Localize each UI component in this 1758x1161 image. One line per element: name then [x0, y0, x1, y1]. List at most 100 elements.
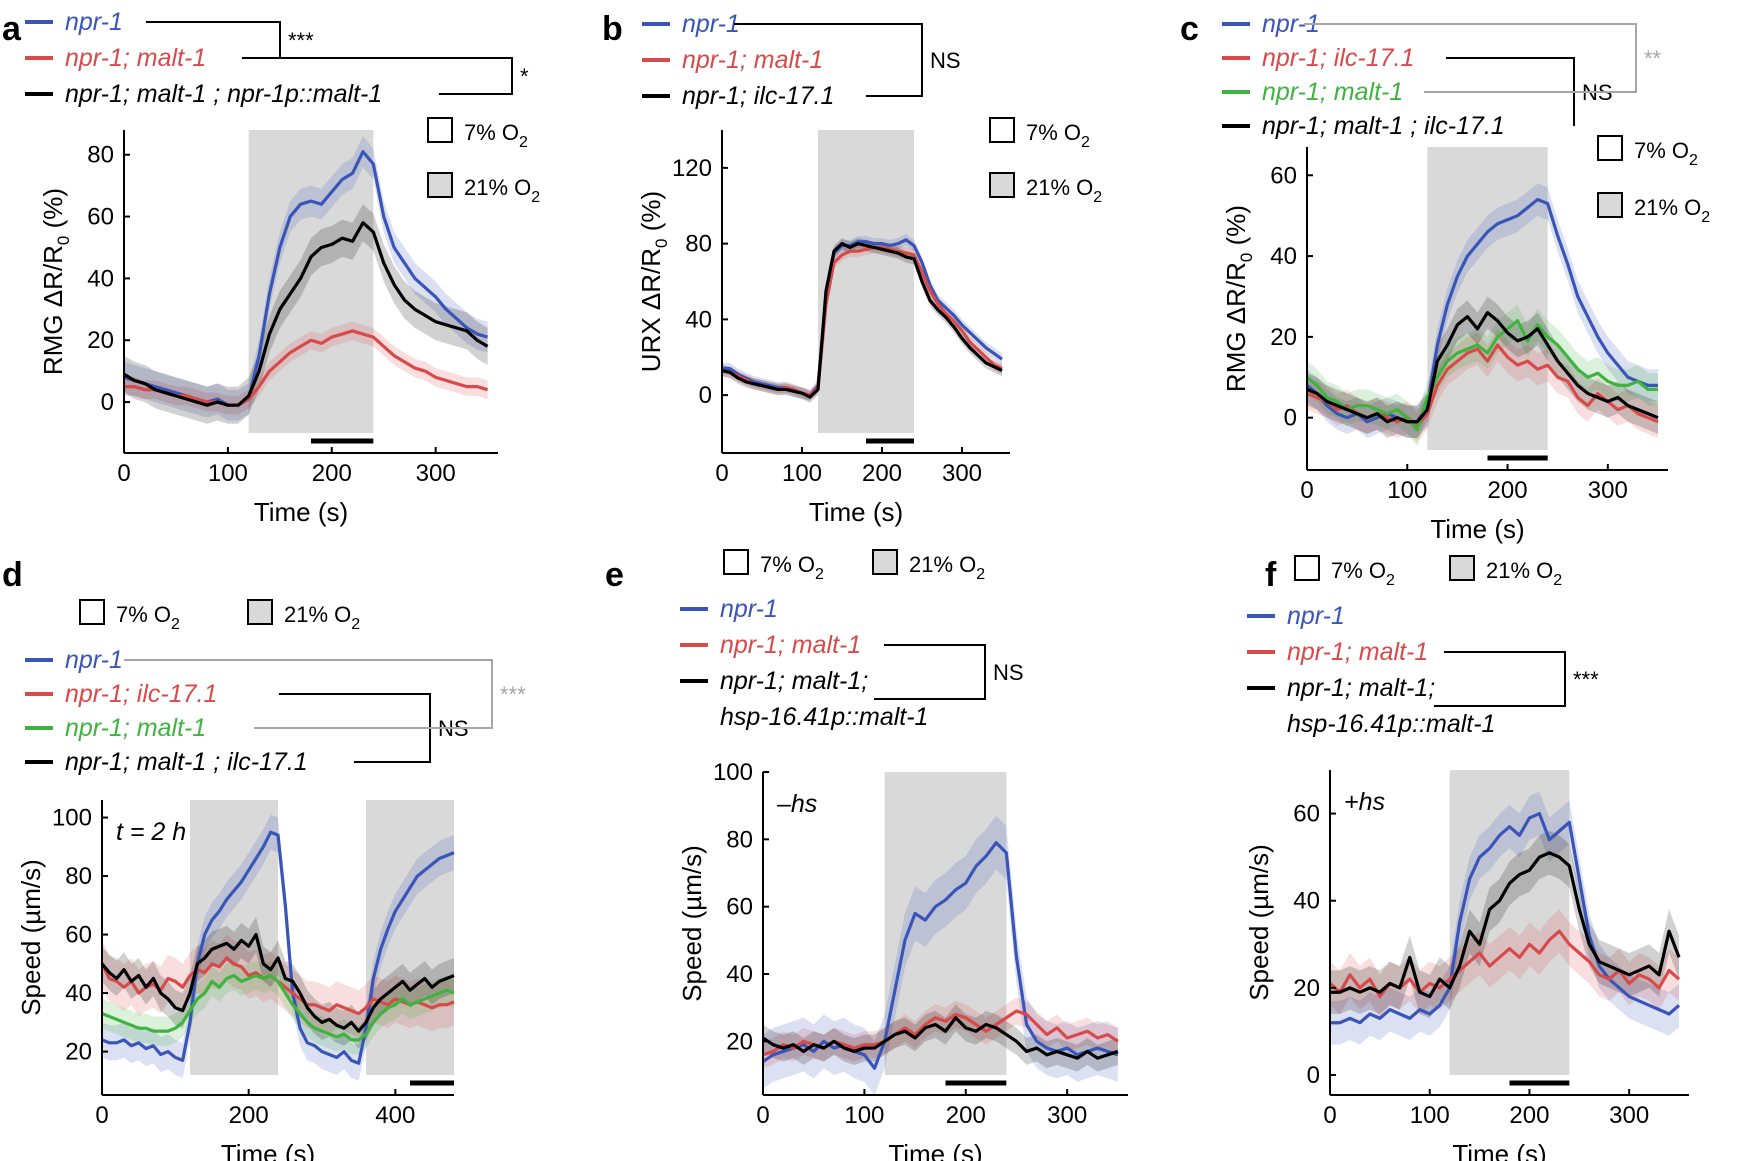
x-tick-label: 300 [1047, 1102, 1087, 1129]
oxygen-21-window [1427, 147, 1548, 450]
significance-label: NS [930, 48, 961, 73]
legend-box-7 [989, 117, 1015, 143]
series-line-e-2 [762, 1016, 1119, 1060]
x-axis-label: Time (s) [888, 1139, 982, 1161]
y-tick-label: 60 [87, 204, 114, 231]
stat-bracket-c-1: ** [1304, 23, 1662, 93]
error-band-d-3 [102, 917, 454, 1049]
error-band-e-0 [763, 815, 1118, 1096]
legend-label-2: npr-1; ilc-17.1 [682, 82, 834, 110]
stat-bracket-e-0: NS [874, 644, 1024, 700]
error-band-e-2 [763, 1004, 1118, 1072]
y-tick-label: 20 [1293, 975, 1320, 1002]
x-tick-label: 0 [95, 1102, 108, 1129]
panel-b: b 0 100 200 300 0 40 80 120 Time (s) URX ΔR/R0 (%)… [602, 10, 1102, 527]
y-tick-label: 20 [87, 327, 114, 354]
legend-box-7 [723, 549, 749, 575]
y-tick-label: 100 [52, 805, 92, 832]
y-axis-label: Speed (µm/s) [677, 845, 707, 1002]
significance-label: * [520, 64, 529, 89]
y-tick-label: 100 [713, 759, 753, 786]
y-tick-label: 40 [685, 306, 712, 333]
x-tick-label: 100 [844, 1102, 884, 1129]
legend-label-1: npr-1; malt-1 [65, 44, 206, 72]
legend-box-7 [1597, 135, 1623, 161]
x-tick-label: 0 [1323, 1102, 1336, 1129]
y-tick-label: 0 [1284, 405, 1297, 432]
y-tick-label: 60 [1293, 801, 1320, 828]
significance-label: *** [288, 28, 314, 53]
series-line-d-0 [101, 830, 455, 1065]
panel-letter-c: c [1180, 10, 1199, 48]
x-tick-label: 200 [1509, 1102, 1549, 1129]
legend-label-2-cont: hsp-16.41p::malt-1 [720, 703, 928, 731]
legend-label-0: npr-1 [682, 10, 740, 38]
x-tick-label: 100 [782, 460, 822, 487]
y-axis-label: Speed (µm/s) [16, 859, 46, 1016]
legend-label-3: npr-1; malt-1 ; ilc-17.1 [65, 748, 308, 776]
stat-bracket-a-1: * [242, 57, 529, 95]
error-band-f-2 [1330, 831, 1680, 1019]
significance-label: *** [1573, 667, 1599, 692]
series-line-d-2 [101, 973, 455, 1042]
series-line-c-3 [1306, 311, 1659, 424]
error-band-c-1 [1307, 328, 1658, 442]
y-tick-label: 120 [672, 155, 712, 182]
legend-oxygen-label-21: 21% O2 [464, 175, 540, 206]
legend-box-7 [427, 117, 453, 143]
series-line-c-2 [1305, 319, 1658, 432]
legend-box-21 [247, 599, 273, 625]
legend-oxygen-label-7: 7% O2 [1331, 558, 1395, 589]
error-band-c-3 [1307, 296, 1658, 438]
y-tick-label: 20 [65, 1039, 92, 1066]
y-tick-label: 0 [699, 382, 712, 409]
panel-a: a 0 100 200 300 0 20 40 60 80 Time (s) RMG ΔR/R0 (%… [2, 8, 540, 527]
legend-oxygen-label-7: 7% O2 [1026, 120, 1090, 151]
legend-label-3: npr-1; malt-1 ; ilc-17.1 [1262, 112, 1505, 140]
legend-box-21 [872, 549, 898, 575]
bracket-line [1446, 57, 1575, 126]
stat-bracket-b-0: NS [734, 23, 961, 97]
legend-label-1: npr-1; malt-1 [1287, 638, 1428, 666]
y-tick-label: 20 [726, 1028, 753, 1055]
condition-label: –hs [776, 790, 817, 818]
panel-letter-a: a [2, 10, 22, 48]
series-line-d-3 [100, 932, 455, 1033]
y-tick-label: 80 [726, 826, 753, 853]
bracket-line [1304, 23, 1637, 93]
x-tick-label: 300 [416, 460, 456, 487]
legend-label-0: npr-1 [720, 595, 778, 623]
legend-label-0: npr-1 [65, 646, 123, 674]
x-tick-label: 200 [312, 460, 352, 487]
legend-oxygen-label-21: 21% O2 [1026, 175, 1102, 206]
x-axis-label: Time (s) [1452, 1139, 1546, 1161]
panel-letter-e: e [605, 556, 624, 594]
x-tick-label: 100 [1410, 1102, 1450, 1129]
legend-oxygen-label-21: 21% O2 [1634, 195, 1710, 226]
series-line-b-0 [722, 238, 1003, 397]
condition-label: t = 2 h [116, 818, 186, 846]
legend-label-2: npr-1; malt-1 [1262, 78, 1403, 106]
y-tick-label: 0 [101, 389, 114, 416]
legend-oxygen-label-21: 21% O2 [909, 552, 985, 583]
error-band-d-1 [102, 934, 454, 1037]
legend-oxygen-label-7: 7% O2 [1634, 138, 1698, 169]
bracket-line [874, 644, 986, 700]
y-axis-label: Speed (µm/s) [1244, 844, 1274, 1001]
oxygen-21-window [366, 800, 454, 1075]
legend-oxygen-label-7: 7% O2 [760, 552, 824, 583]
error-band-b-2 [722, 237, 1002, 403]
y-tick-label: 40 [726, 961, 753, 988]
y-tick-label: 40 [87, 265, 114, 292]
x-tick-label: 300 [1588, 477, 1628, 504]
y-tick-label: 20 [1270, 324, 1297, 351]
x-tick-label: 0 [715, 460, 728, 487]
stat-bracket-d-1: *** [124, 659, 526, 729]
legend-oxygen-label-21: 21% O2 [284, 602, 360, 633]
x-tick-label: 0 [117, 460, 130, 487]
legend-label-1: npr-1; ilc-17.1 [1262, 44, 1414, 72]
legend-label-2: npr-1; malt-1; [1287, 674, 1435, 702]
x-axis-label: Time (s) [221, 1139, 315, 1161]
